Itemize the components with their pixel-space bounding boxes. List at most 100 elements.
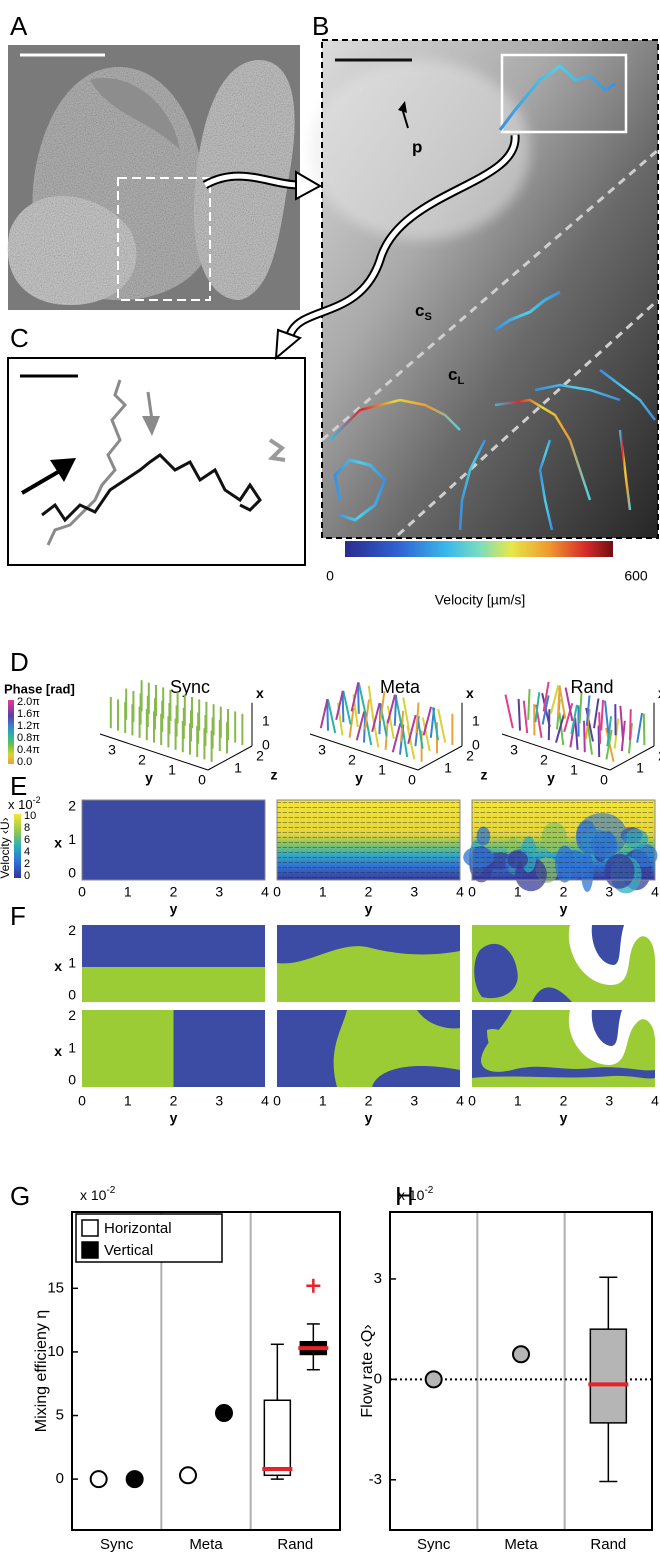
x-axis-label: x xyxy=(54,835,62,851)
y-axis-label: y xyxy=(365,901,373,917)
cilium xyxy=(326,699,337,734)
x-tick-label: 0 xyxy=(68,865,76,881)
y-tick-label: 3 xyxy=(605,1093,613,1109)
y-tick-label: 3 xyxy=(605,884,613,900)
panel-b-image-part xyxy=(599,369,656,421)
x-tick-label: 0 xyxy=(68,987,76,1003)
panel-a-image-part xyxy=(90,77,180,150)
y-tick-label: 0 xyxy=(468,1093,476,1109)
x-tick-label: 1 xyxy=(68,954,76,970)
cilium xyxy=(541,695,550,725)
multiplier-exponent: -2 xyxy=(33,795,41,805)
y-tick-label: 0 xyxy=(56,1470,64,1487)
cilium xyxy=(429,707,436,738)
cilium xyxy=(367,685,375,719)
cilium xyxy=(583,720,586,753)
y-tick-label: 4 xyxy=(261,884,269,900)
z-axis-label: z xyxy=(481,767,488,783)
cilium xyxy=(555,713,565,743)
x-tick-label: 2 xyxy=(68,1007,76,1023)
y-tick-label: 2 xyxy=(348,752,356,768)
cilium xyxy=(422,706,433,736)
x-tick-label: Meta xyxy=(504,1536,538,1553)
colorbar-label: Velocity ‹U› xyxy=(0,817,12,878)
x-axis-label: x xyxy=(54,1043,62,1059)
colorbar-tick-label: 0.8π xyxy=(17,732,40,744)
cilium xyxy=(437,708,447,743)
x-tick-label: 1 xyxy=(68,831,76,847)
panel-c-drawing xyxy=(7,357,306,566)
subplot-title: Sync xyxy=(170,677,210,697)
panel-b-image-part xyxy=(538,439,554,531)
axis-line xyxy=(417,745,463,771)
cilium xyxy=(574,717,579,750)
colorbar-tick-label: 6 xyxy=(24,834,30,846)
y-tick-label: 0 xyxy=(374,1370,382,1387)
cilium xyxy=(563,703,574,733)
point xyxy=(512,1345,530,1364)
mixing-map xyxy=(472,1010,655,1087)
cilium xyxy=(371,714,380,748)
panel-label: F xyxy=(10,901,26,931)
cilium xyxy=(578,692,583,724)
x-tick-label: Sync xyxy=(100,1536,134,1553)
x-tick-label: 2 xyxy=(68,797,76,813)
cilium xyxy=(600,699,605,731)
mixing-region xyxy=(591,925,624,965)
cilium xyxy=(393,694,398,726)
x-tick-label: 0 xyxy=(68,1072,76,1088)
legend-label: Vertical xyxy=(104,1242,153,1259)
z-tick-label: 2 xyxy=(658,748,660,764)
plot-frame xyxy=(389,1211,653,1531)
connector-arrows-part xyxy=(274,328,302,361)
cilium xyxy=(335,690,344,721)
x-tick-label: 0 xyxy=(472,737,480,753)
cilium xyxy=(593,698,600,729)
y-tick-label: 0 xyxy=(78,884,86,900)
panel-a-image-part xyxy=(117,177,211,301)
y-axis-label: y xyxy=(365,1110,373,1126)
cilium xyxy=(557,685,561,717)
y-tick-label: 3 xyxy=(318,742,326,758)
point xyxy=(89,1470,108,1489)
x-tick-label: Rand xyxy=(590,1536,626,1553)
cilium xyxy=(636,712,643,743)
legend-label: Horizontal xyxy=(104,1220,172,1237)
region-symbol: c xyxy=(415,301,424,320)
panel-b-image-part xyxy=(310,60,530,240)
y-tick-label: 4 xyxy=(456,884,464,900)
connector-arrows-part xyxy=(203,173,301,188)
panel-b-image-part xyxy=(498,64,616,131)
y-tick-label: 2 xyxy=(170,1093,178,1109)
y-tick-label: 0 xyxy=(408,772,416,788)
y-tick-label: 1 xyxy=(124,1093,132,1109)
mixing-region xyxy=(372,1066,460,1087)
cilium xyxy=(342,690,352,725)
z-tick-label: 1 xyxy=(636,760,644,776)
mixing-region xyxy=(173,1010,265,1087)
y-tick-label: 5 xyxy=(56,1406,64,1423)
panel-b-image-part xyxy=(345,541,613,557)
cilium xyxy=(517,698,521,731)
point xyxy=(424,1370,443,1389)
multiplier: x 10-2 xyxy=(80,1185,116,1203)
colorbar-label: Velocity [µm/s] xyxy=(435,592,526,608)
x-axis-label: x xyxy=(658,685,660,701)
colorbar-tick-label: 2.0π xyxy=(17,696,40,708)
heatmap-frame xyxy=(276,799,461,881)
cilium xyxy=(415,702,420,734)
cilium xyxy=(326,699,329,731)
mixing-region xyxy=(591,1010,622,1046)
y-tick-label: 1 xyxy=(319,884,327,900)
cilium xyxy=(364,699,371,730)
x-axis-label: x xyxy=(466,685,474,701)
subplot-title: Meta xyxy=(380,677,421,697)
panel-label: A xyxy=(10,11,28,41)
axis-line xyxy=(501,733,611,771)
colorbar-tick-label: 0 xyxy=(24,870,30,882)
x-tick-label: Meta xyxy=(189,1536,223,1553)
cilium xyxy=(350,682,360,712)
y-tick-label: 0 xyxy=(468,884,476,900)
region-symbol: c xyxy=(448,365,457,384)
cilium xyxy=(348,707,355,738)
